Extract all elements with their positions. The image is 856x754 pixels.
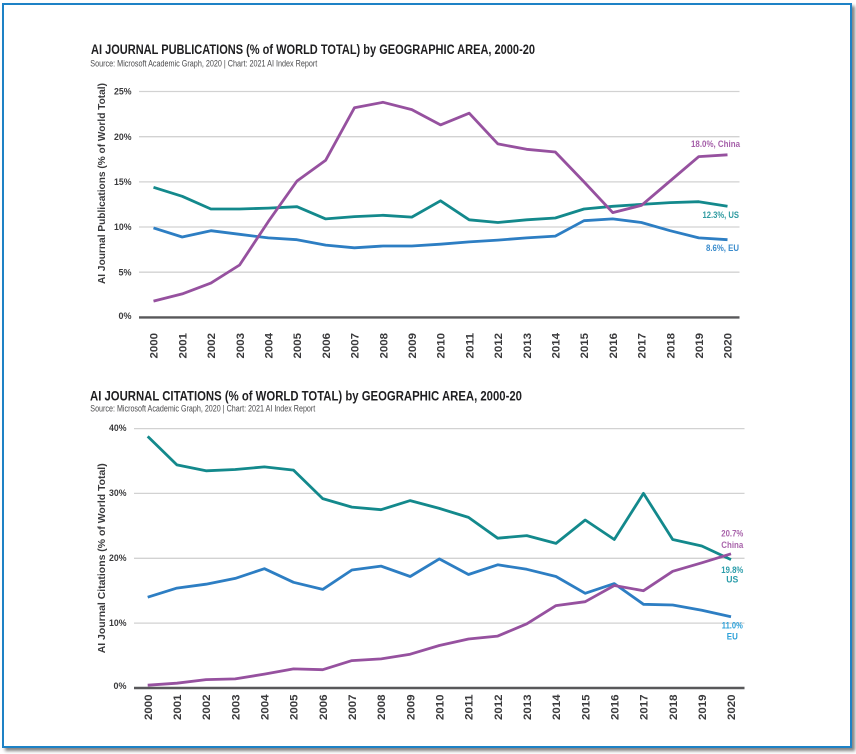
svg-text:2019: 2019 xyxy=(694,333,706,359)
svg-text:2012: 2012 xyxy=(493,333,505,359)
svg-text:AI JOURNAL PUBLICATIONS (% of: AI JOURNAL PUBLICATIONS (% of WORLD TOTA… xyxy=(91,42,535,57)
svg-text:2015: 2015 xyxy=(579,333,591,359)
svg-text:2011: 2011 xyxy=(464,333,476,359)
svg-text:2020: 2020 xyxy=(723,333,735,359)
svg-text:20%: 20% xyxy=(114,132,132,143)
svg-text:0%: 0% xyxy=(114,681,128,692)
svg-text:2008: 2008 xyxy=(378,333,390,359)
svg-text:2007: 2007 xyxy=(350,333,362,359)
svg-text:Source: Microsoft Academic Gra: Source: Microsoft Academic Graph, 2020 |… xyxy=(90,403,315,413)
svg-text:2000: 2000 xyxy=(149,333,161,359)
svg-text:12.3%, US: 12.3%, US xyxy=(703,210,740,221)
svg-text:2017: 2017 xyxy=(639,695,651,721)
svg-text:15%: 15% xyxy=(114,177,132,188)
svg-text:2018: 2018 xyxy=(665,333,677,359)
svg-text:19.8%: 19.8% xyxy=(721,565,743,576)
svg-text:2002: 2002 xyxy=(201,695,213,721)
svg-text:2012: 2012 xyxy=(493,695,505,721)
svg-text:2020: 2020 xyxy=(726,695,738,721)
svg-text:2011: 2011 xyxy=(464,695,476,721)
svg-text:2006: 2006 xyxy=(321,333,333,359)
svg-text:2015: 2015 xyxy=(580,695,592,721)
svg-text:20.7%: 20.7% xyxy=(721,529,743,540)
svg-text:2005: 2005 xyxy=(292,333,304,359)
svg-text:0%: 0% xyxy=(119,311,133,322)
svg-text:30%: 30% xyxy=(109,488,127,499)
svg-text:2004: 2004 xyxy=(260,694,272,720)
svg-text:2013: 2013 xyxy=(522,695,534,721)
svg-text:China: China xyxy=(721,540,744,551)
svg-text:2009: 2009 xyxy=(407,333,419,359)
svg-text:AI Journal Citations (% of Wor: AI Journal Citations (% of World Total) xyxy=(97,463,108,653)
svg-text:2010: 2010 xyxy=(435,695,447,721)
svg-text:40%: 40% xyxy=(109,423,127,434)
svg-text:2017: 2017 xyxy=(637,333,649,359)
svg-text:AI Journal Publications (% of: AI Journal Publications (% of World Tota… xyxy=(97,83,108,284)
svg-text:2018: 2018 xyxy=(668,695,680,721)
svg-text:AI JOURNAL CITATIONS (% of WOR: AI JOURNAL CITATIONS (% of WORLD TOTAL) … xyxy=(90,388,522,403)
svg-text:2005: 2005 xyxy=(289,695,301,721)
svg-text:2006: 2006 xyxy=(318,695,330,721)
svg-text:5%: 5% xyxy=(119,267,133,278)
svg-text:2014: 2014 xyxy=(551,332,563,358)
svg-text:25%: 25% xyxy=(114,87,132,98)
svg-text:11.0%: 11.0% xyxy=(722,621,743,632)
svg-text:2019: 2019 xyxy=(697,695,709,721)
svg-text:10%: 10% xyxy=(114,222,132,233)
svg-text:2002: 2002 xyxy=(206,333,218,359)
svg-text:2000: 2000 xyxy=(143,695,155,721)
svg-text:2010: 2010 xyxy=(436,333,448,359)
svg-text:2008: 2008 xyxy=(376,695,388,721)
svg-text:2001: 2001 xyxy=(172,695,184,721)
svg-text:2014: 2014 xyxy=(551,694,563,720)
svg-text:2003: 2003 xyxy=(230,695,242,721)
svg-text:8.6%, EU: 8.6%, EU xyxy=(706,243,739,254)
svg-text:10%: 10% xyxy=(109,618,127,629)
svg-text:2009: 2009 xyxy=(405,695,417,721)
svg-text:2007: 2007 xyxy=(347,695,359,721)
svg-text:Source: Microsoft Academic Gra: Source: Microsoft Academic Graph, 2020 |… xyxy=(90,58,317,68)
svg-text:2004: 2004 xyxy=(264,332,276,358)
svg-text:2016: 2016 xyxy=(608,333,620,359)
svg-text:2003: 2003 xyxy=(235,333,247,359)
svg-text:2013: 2013 xyxy=(522,333,534,359)
svg-text:20%: 20% xyxy=(109,553,127,564)
svg-text:2001: 2001 xyxy=(177,333,189,359)
svg-text:EU: EU xyxy=(727,632,738,643)
svg-text:2016: 2016 xyxy=(610,695,622,721)
svg-text:US: US xyxy=(726,575,738,586)
svg-text:18.0%, China: 18.0%, China xyxy=(691,139,741,150)
